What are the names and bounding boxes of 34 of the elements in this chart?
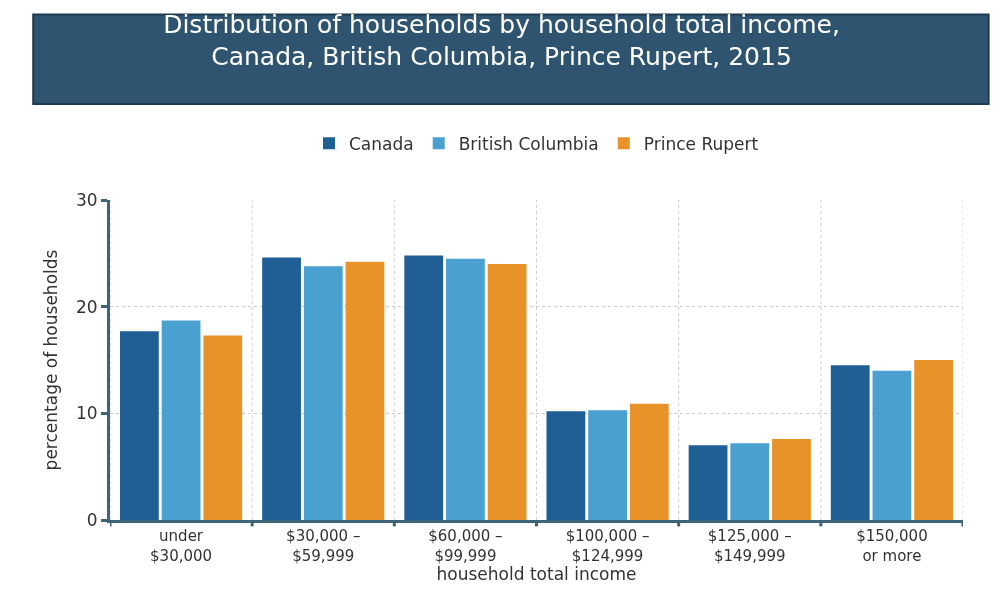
bar [203, 335, 243, 520]
x-tick-label: $30,000 – $59,999 [286, 527, 361, 565]
bar [772, 438, 811, 520]
bar [404, 255, 444, 520]
x-tick-label: $125,000 – $149,999 [707, 527, 792, 565]
bar [487, 264, 527, 520]
x-tick-label: $60,000 – $99,999 [428, 527, 503, 565]
x-tick-label: $100,000 – $124,999 [565, 527, 650, 565]
bar [730, 443, 770, 520]
bar [546, 411, 586, 520]
legend-label: Prince Rupert [643, 133, 759, 154]
bar [119, 331, 159, 520]
bar [446, 258, 485, 520]
bar [303, 266, 343, 520]
y-tick-label: 20 [75, 296, 98, 317]
x-tick-label: under $30,000 [150, 527, 213, 565]
bar [345, 261, 385, 520]
bar [588, 410, 627, 520]
bar [262, 257, 301, 520]
bar [914, 360, 954, 520]
y-tick-label: 0 [86, 509, 98, 530]
chart-title: Distribution of households by household total income, Canada, British Columbia, Prince Rupert, 2015 [163, 9, 840, 72]
bar [872, 370, 912, 520]
bar [830, 365, 870, 520]
x-tick-label: $150,000 or more [856, 527, 928, 565]
bar [629, 403, 669, 520]
legend-label: Canada [349, 133, 414, 154]
y-tick-label: 30 [75, 189, 98, 210]
x-axis-title: household total income [436, 564, 637, 585]
y-axis-title: percentage of households [40, 249, 61, 471]
legend-label: British Columbia [458, 133, 599, 154]
bar [161, 320, 201, 520]
y-tick-label: 10 [75, 403, 98, 424]
bar [688, 445, 728, 520]
